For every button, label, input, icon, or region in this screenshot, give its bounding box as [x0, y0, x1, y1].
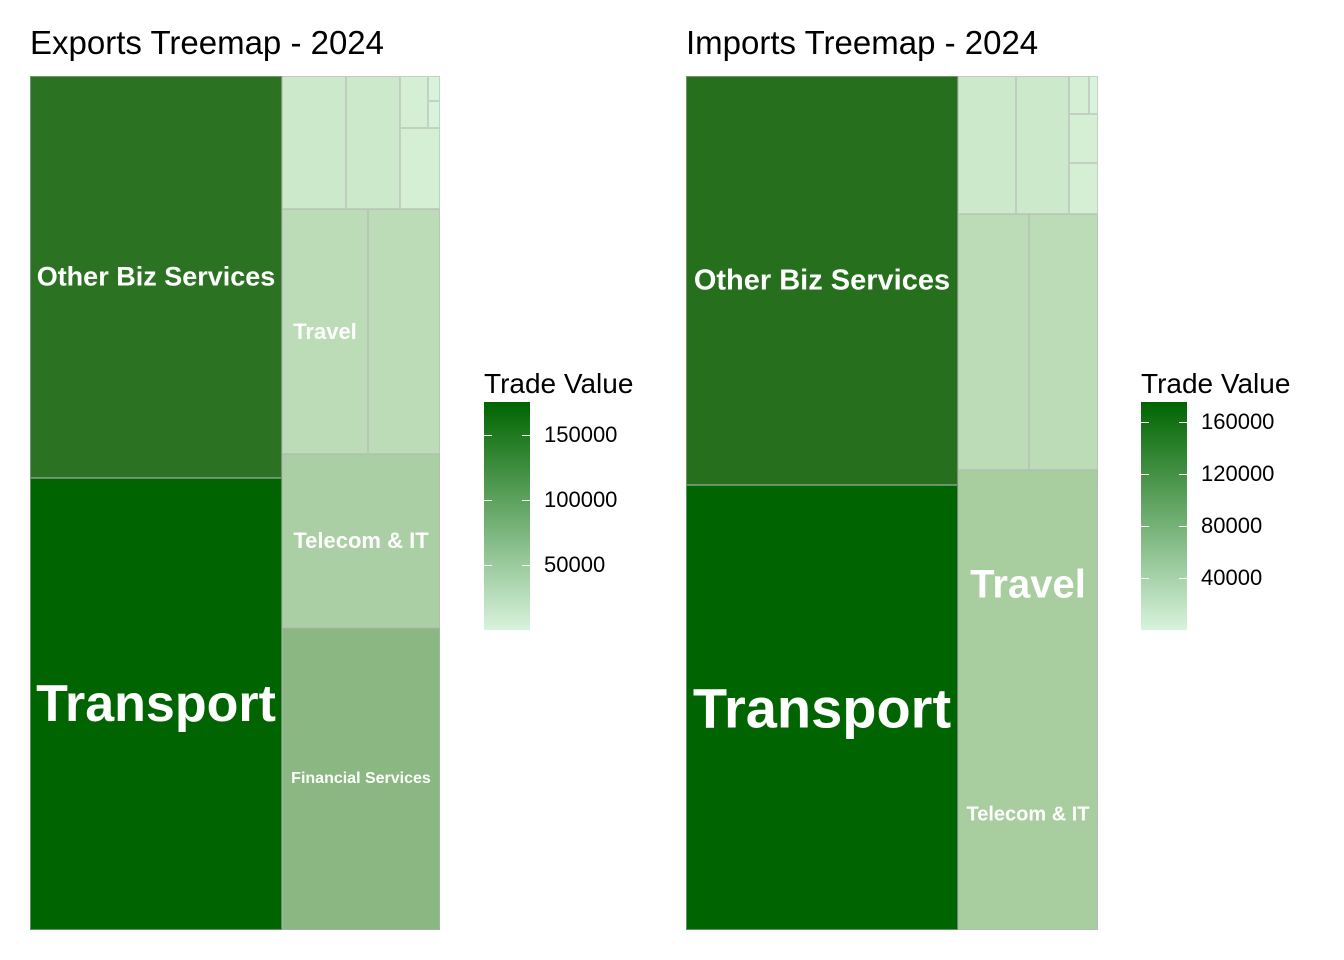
imports-treemap: Transport Other Biz Services Travel Telecom…: [686, 76, 1098, 930]
legend-colorbar: [484, 402, 530, 630]
legend-title: Trade Value: [484, 368, 634, 399]
legend-tick-label: 50000: [544, 551, 606, 577]
legend-tick-mark: [484, 499, 492, 501]
treemap-tile-transport-0: [686, 485, 958, 930]
imports-title: Imports Treemap - 2024: [686, 24, 1039, 61]
legend-tick-mark: [484, 434, 492, 436]
legend-tick-label: 100000: [544, 486, 618, 512]
legend-tick-mark: [1179, 577, 1187, 579]
legend-tick-label: 120000: [1201, 460, 1275, 486]
treemap-tile-unlabeled-10: [1069, 163, 1098, 214]
treemap-tile-travel-4: [282, 209, 368, 454]
treemap-tile-unlabeled-5: [368, 209, 440, 454]
legend-tick-mark: [522, 499, 530, 501]
legend-tick-mark: [484, 564, 492, 566]
legend-tick-mark: [522, 564, 530, 566]
treemap-tile-unlabeled-6: [1016, 76, 1069, 214]
imports-legend: Trade Value 160000 120000 80000 40000: [1141, 368, 1331, 648]
treemap-tile-financial-services-2: [282, 628, 440, 930]
treemap-tile-unlabeled-4: [1029, 214, 1098, 470]
legend-tick-label: 160000: [1201, 408, 1275, 434]
tile-label-telecom-and-it: Telecom & IT: [966, 803, 1090, 826]
tile-label-travel: Travel: [293, 318, 357, 344]
treemap-tile-other-biz-services-1: [686, 76, 958, 485]
legend-tick-label: 40000: [1201, 564, 1263, 590]
treemap-tile-unlabeled-8: [400, 76, 428, 128]
exports-title: Exports Treemap - 2024: [30, 24, 385, 61]
legend-tick-label: 80000: [1201, 512, 1263, 538]
tile-label-travel: Travel: [970, 562, 1086, 607]
legend-tick-mark: [522, 434, 530, 436]
treemap-tile-transport-0: [30, 478, 282, 930]
legend-tick-label: 150000: [544, 421, 618, 447]
legend-tick-mark: [1179, 525, 1187, 527]
exports-legend: Trade Value 150000 100000 50000: [484, 368, 654, 648]
treemap-tile-telecom-and-it-3: [282, 454, 440, 628]
legend-tick-mark: [1141, 473, 1149, 475]
legend-tick-mark: [1141, 525, 1149, 527]
legend-colorbar: [1141, 402, 1187, 630]
tile-label-other-biz-services: Other Biz Services: [36, 261, 276, 292]
tile-label-other-biz-services: Other Biz Services: [693, 264, 951, 296]
treemap-tile-unlabeled-10: [428, 76, 440, 101]
treemap-tile-telecom-and-it-3: [958, 214, 1029, 470]
legend-tick-mark: [1141, 421, 1149, 423]
treemap-tile-unlabeled-11: [428, 101, 440, 128]
tile-label-financial-services: Financial Services: [291, 770, 431, 787]
treemap-tile-unlabeled-7: [1069, 76, 1089, 114]
treemap-tile-unlabeled-6: [282, 76, 346, 209]
legend-tick-mark: [1179, 473, 1187, 475]
legend-tick-mark: [1179, 421, 1187, 423]
tile-label-transport: Transport: [36, 675, 276, 733]
legend-title: Trade Value: [1141, 368, 1291, 399]
treemap-tile-unlabeled-9: [400, 128, 440, 209]
treemap-tile-unlabeled-7: [346, 76, 400, 209]
treemap-tile-unlabeled-5: [958, 76, 1016, 214]
tile-label-telecom-and-it: Telecom & IT: [293, 528, 429, 553]
treemap-tile-travel-2: [958, 470, 1098, 930]
tile-label-transport: Transport: [692, 676, 952, 739]
treemap-tile-unlabeled-8: [1089, 76, 1098, 114]
treemap-tile-unlabeled-9: [1069, 114, 1098, 163]
legend-tick-mark: [1141, 577, 1149, 579]
treemap-tile-other-biz-services-1: [30, 76, 282, 478]
exports-treemap: Transport Other Biz Services Financial Ser…: [30, 76, 440, 930]
